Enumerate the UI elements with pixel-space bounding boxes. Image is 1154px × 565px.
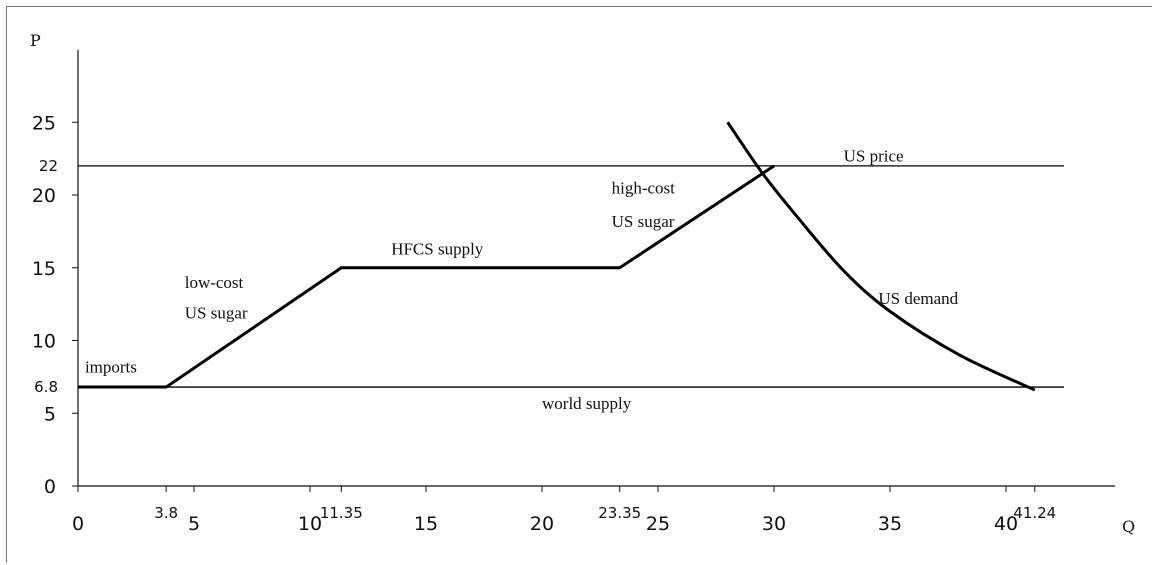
y-tick-label: 5 <box>44 403 56 425</box>
y-mark-label: 6.8 <box>34 378 58 396</box>
x-tick-label: 25 <box>646 513 670 535</box>
us-supply-line <box>78 164 775 389</box>
x-tick-label: 40 <box>994 513 1018 535</box>
y-tick-label: 15 <box>32 258 56 280</box>
x-tick-label: 20 <box>530 513 554 535</box>
annotation-label: high-cost <box>612 179 676 198</box>
annotation-label: HFCS supply <box>391 240 484 259</box>
labels-group: US price high-cost US sugar HFCS supply low-… <box>85 147 959 413</box>
y-tick-label: 25 <box>32 112 56 134</box>
y-tick-label: 0 <box>44 476 56 498</box>
x-tick-label: 30 <box>762 513 786 535</box>
x-mark-label: 41.24 <box>1013 504 1056 522</box>
y-axis-label: P <box>30 31 41 50</box>
annotation-label: low-cost <box>185 273 244 292</box>
x-axis-label: Q <box>1122 517 1135 536</box>
x-tick-label: 10 <box>298 513 322 535</box>
annotation-label: US demand <box>878 289 958 308</box>
x-mark-label: 3.8 <box>154 504 178 522</box>
chart-frame <box>6 6 1152 563</box>
x-mark-label: 23.35 <box>598 504 641 522</box>
x-mark-label: 11.35 <box>320 504 363 522</box>
annotation-label: US price <box>844 147 904 166</box>
us-demand-curve <box>726 121 1036 392</box>
x-tick-label: 5 <box>188 513 200 535</box>
axes: P Q 0 5 10 15 20 25 30 35 40 3.8 11.35 23.35 41.24 0 5 10… <box>30 31 1135 536</box>
series-group <box>78 121 1064 392</box>
x-tick-label: 0 <box>72 513 84 535</box>
annotation-label: world supply <box>542 394 632 413</box>
annotation-label: US sugar <box>185 304 248 323</box>
y-tick-label: 10 <box>32 331 56 353</box>
y-tick-label: 20 <box>32 185 56 207</box>
x-tick-label: 35 <box>878 513 902 535</box>
x-tick-label: 15 <box>414 513 438 535</box>
annotation-label: US sugar <box>612 212 675 231</box>
annotation-label: imports <box>85 358 137 377</box>
y-mark-label: 22 <box>39 157 58 175</box>
